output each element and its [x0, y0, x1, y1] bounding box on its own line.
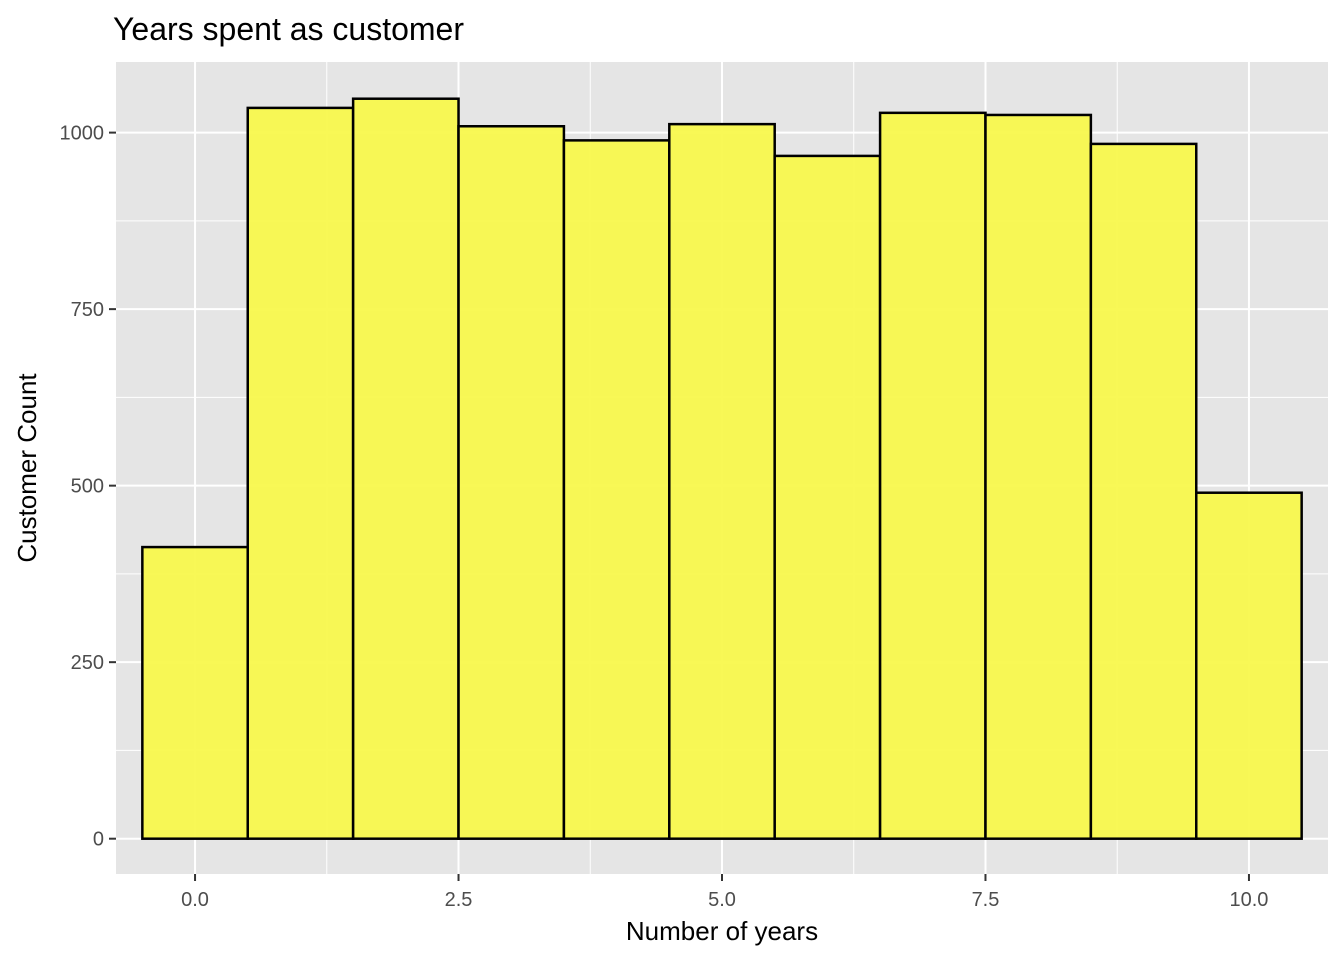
chart-title: Years spent as customer — [113, 11, 464, 47]
y-tick-label: 0 — [93, 829, 104, 851]
bar — [878, 111, 987, 840]
bar — [246, 106, 355, 840]
bar — [984, 113, 1093, 840]
x-tick-label: 2.5 — [445, 889, 473, 911]
bar — [773, 154, 882, 840]
y-axis: 0 250 500 750 1000 — [60, 123, 116, 851]
y-tick-label: 1000 — [60, 123, 105, 145]
x-tick-label: 10.0 — [1229, 889, 1268, 911]
bar — [457, 125, 566, 840]
bar — [668, 122, 776, 840]
x-axis: 0.0 2.5 5.0 7.5 10.0 — [181, 874, 1268, 911]
x-tick-label: 7.5 — [972, 889, 1000, 911]
x-axis-title: Number of years — [626, 916, 818, 946]
y-tick-label: 250 — [71, 652, 104, 674]
y-tick-label: 750 — [71, 299, 104, 321]
bar — [562, 139, 671, 840]
y-tick-label: 500 — [71, 476, 104, 498]
bar — [1089, 142, 1198, 840]
y-axis-title: Customer Count — [12, 373, 42, 563]
bar — [351, 97, 460, 840]
bars — [141, 97, 1303, 840]
x-tick-label: 5.0 — [708, 889, 736, 911]
bar — [1195, 491, 1303, 840]
x-tick-label: 0.0 — [181, 889, 209, 911]
bar — [141, 545, 249, 840]
